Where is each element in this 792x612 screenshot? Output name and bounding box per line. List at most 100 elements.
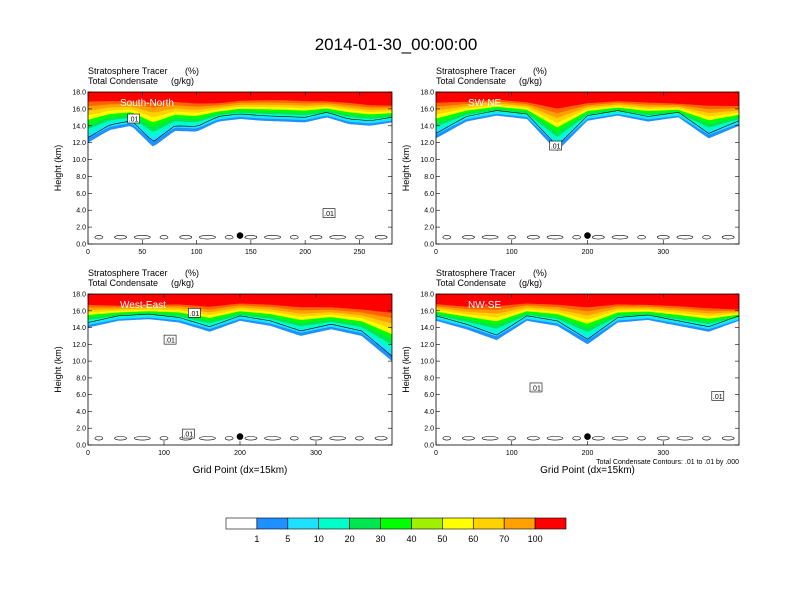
low-cloud-contour xyxy=(224,235,234,240)
low-cloud-contour xyxy=(199,235,216,240)
x-tick-label: 100 xyxy=(191,249,203,256)
panel-title: West-East xyxy=(120,300,166,311)
low-cloud-contour xyxy=(374,235,388,240)
low-cloud-contour xyxy=(481,235,499,240)
panel-title: NW-SE xyxy=(468,300,501,311)
colorbar-box xyxy=(411,517,443,530)
low-cloud-contour xyxy=(507,436,517,441)
y-tick-label: 6.0 xyxy=(76,191,86,198)
colorbar-label: 40 xyxy=(406,534,416,544)
x-tick-label: 200 xyxy=(582,450,594,457)
y-tick-label: 18.0 xyxy=(72,292,86,299)
low-cloud-contour xyxy=(289,235,299,240)
colorbar-box xyxy=(380,517,412,530)
subtitle-tracer: Stratosphere Tracer xyxy=(436,66,516,76)
low-cloud-contour xyxy=(442,235,452,240)
y-tick-label: 2.0 xyxy=(76,426,86,433)
contour-label: .01 xyxy=(322,208,336,218)
low-cloud-contour xyxy=(637,235,646,240)
low-cloud-contour xyxy=(94,235,104,240)
colorbar-label: 70 xyxy=(499,534,509,544)
y-tick-label: 10.0 xyxy=(72,157,86,164)
upper-contour xyxy=(88,112,392,142)
low-cloud-contour xyxy=(721,235,735,240)
y-tick-label: 4.0 xyxy=(76,208,86,215)
y-tick-label: 12.0 xyxy=(420,342,434,349)
location-marker xyxy=(584,433,591,440)
x-tick-label: 0 xyxy=(86,450,90,457)
colorbar-label: 20 xyxy=(345,534,355,544)
low-cloud-contour xyxy=(702,235,711,240)
panels-group: .01 .01 0.0 2.0 4.0 6.0 8.0 10.0 12.0 14.0 16.0 18.… xyxy=(53,66,740,476)
low-cloud-contour xyxy=(199,436,216,441)
colorbar-box xyxy=(503,517,536,530)
x-tick-label: 250 xyxy=(354,249,366,256)
tracer-band-10 xyxy=(436,92,739,109)
colorbar: 1 5 10 20 30 40 50 60 70 100 xyxy=(225,517,567,544)
y-tick-label: 16.0 xyxy=(72,106,86,113)
panel-4: .01 .01 0.0 2.0 4.0 6.0 8.0 10.0 12.0 14.0 16.0 18.… xyxy=(401,268,740,476)
x-tick-label: 200 xyxy=(582,249,594,256)
low-cloud-contour xyxy=(592,235,605,240)
panel-1: .01 .01 0.0 2.0 4.0 6.0 8.0 10.0 12.0 14.0 16.0 18.… xyxy=(53,66,393,256)
plot-frame xyxy=(87,91,393,245)
colorbar-label: 50 xyxy=(437,534,447,544)
y-axis-label: Height (km) xyxy=(53,145,63,192)
panel-3: .01 .01 .01 0.0 2.0 4.0 6.0 8.0 10.0 12.0 14.0 16.0… xyxy=(53,268,393,476)
y-tick-label: 0.0 xyxy=(76,443,86,450)
colorbar-box xyxy=(318,517,350,530)
y-tick-label: 8.0 xyxy=(76,375,86,382)
figure-title: 2014-01-30_00:00:00 xyxy=(315,35,478,54)
tracer-fill xyxy=(436,92,739,152)
subtitle-condensate-unit: (g/kg) xyxy=(171,278,194,288)
contour-label-text: .01 xyxy=(165,338,175,345)
colorbar-box xyxy=(349,517,381,530)
low-cloud-contour xyxy=(527,235,540,240)
condensate-contours xyxy=(88,313,392,441)
subtitle-condensate: Total Condensate xyxy=(88,76,158,86)
upper-contour xyxy=(436,110,739,147)
colorbar-label: 1 xyxy=(254,534,259,544)
y-tick-label: 4.0 xyxy=(424,409,434,416)
colorbar-label: 60 xyxy=(468,534,478,544)
contour-label: .01 xyxy=(529,382,543,392)
contour-label-text: .01 xyxy=(713,394,723,401)
low-cloud-contour xyxy=(133,436,151,441)
contour-label: .01 xyxy=(127,113,140,124)
contour-label: .01 xyxy=(711,391,725,401)
panel-2: .01 0.0 2.0 4.0 6.0 8.0 10.0 12.0 14.0 16.0 18.0 0 1… xyxy=(401,66,740,256)
colorbar-box xyxy=(287,517,320,530)
low-cloud-contour xyxy=(244,235,258,240)
x-tick-label: 200 xyxy=(234,450,246,457)
x-tick-label: 300 xyxy=(657,249,669,256)
low-cloud-contour xyxy=(309,436,323,441)
low-cloud-contour xyxy=(676,436,694,441)
colorbar-box xyxy=(256,517,289,530)
low-cloud-contour xyxy=(592,436,605,441)
low-cloud-contour xyxy=(329,436,347,441)
low-cloud-contour xyxy=(572,235,581,240)
y-tick-label: 14.0 xyxy=(72,123,86,130)
low-cloud-contour xyxy=(289,436,299,441)
low-cloud-contour xyxy=(159,436,169,441)
y-tick-label: 10.0 xyxy=(420,359,434,366)
low-cloud-contour xyxy=(329,235,347,240)
x-tick-label: 200 xyxy=(299,249,311,256)
y-tick-label: 10.0 xyxy=(72,359,86,366)
y-tick-label: 18.0 xyxy=(420,292,434,299)
low-cloud-contour xyxy=(114,436,127,441)
contour-note: Total Condensate Contours: .01 to .01 by… xyxy=(596,459,739,466)
y-tick-label: 6.0 xyxy=(76,392,86,399)
x-tick-label: 100 xyxy=(506,450,518,457)
subtitle-condensate: Total Condensate xyxy=(436,76,506,86)
subtitle-tracer-unit: (%) xyxy=(533,66,547,76)
upper-contour xyxy=(88,313,392,357)
low-cloud-contour xyxy=(179,235,193,240)
subtitle-condensate-unit: (g/kg) xyxy=(519,278,542,288)
y-tick-label: 8.0 xyxy=(424,174,434,181)
y-tick-label: 8.0 xyxy=(424,375,434,382)
subtitle-condensate-unit: (g/kg) xyxy=(171,76,194,86)
colorbar-label: 100 xyxy=(528,534,543,544)
low-cloud-contour xyxy=(244,436,258,441)
y-tick-label: 10.0 xyxy=(420,157,434,164)
